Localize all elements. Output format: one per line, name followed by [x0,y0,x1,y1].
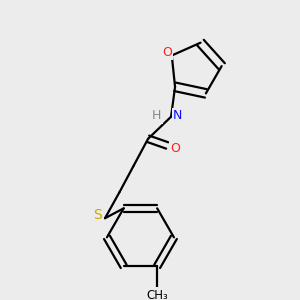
Text: O: O [170,142,180,155]
Text: CH₃: CH₃ [146,289,168,300]
Text: N: N [173,109,182,122]
Text: H: H [152,109,161,122]
Text: O: O [162,46,172,59]
Text: S: S [93,208,102,222]
